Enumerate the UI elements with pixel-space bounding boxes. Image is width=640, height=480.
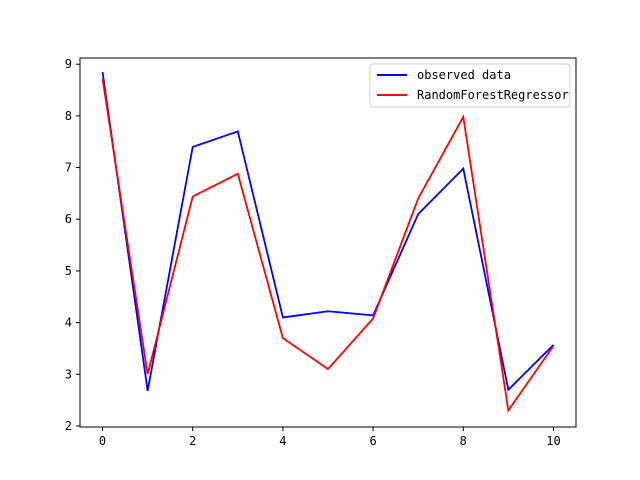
x-tick-label: 4 [279,434,286,448]
y-tick-label: 7 [65,161,72,175]
legend-label-random-forest-regressor: RandomForestRegressor [417,88,569,102]
x-tick-label: 10 [546,434,560,448]
series-lines [101,71,555,413]
series-line-random-forest-regressor [101,78,555,413]
x-tick-label: 0 [99,434,106,448]
y-tick-label: 2 [65,419,72,433]
y-tick-label: 4 [65,316,72,330]
plot-area-frame [79,57,577,428]
legend: observed data RandomForestRegressor [369,63,571,108]
x-axis-ticks: 0 2 4 6 8 10 [99,427,561,448]
x-tick-label: 8 [460,434,467,448]
series-line-observed-data [101,71,555,392]
y-tick-label: 3 [65,367,72,381]
y-axis-ticks: 2 3 4 5 6 7 8 9 [65,57,80,433]
y-tick-label: 6 [65,212,72,226]
legend-box [369,63,571,108]
y-tick-label: 5 [65,264,72,278]
x-tick-label: 6 [369,434,376,448]
y-tick-label: 9 [65,57,72,71]
x-tick-label: 2 [189,434,196,448]
legend-label-observed-data: observed data [417,68,511,82]
y-tick-label: 8 [65,109,72,123]
